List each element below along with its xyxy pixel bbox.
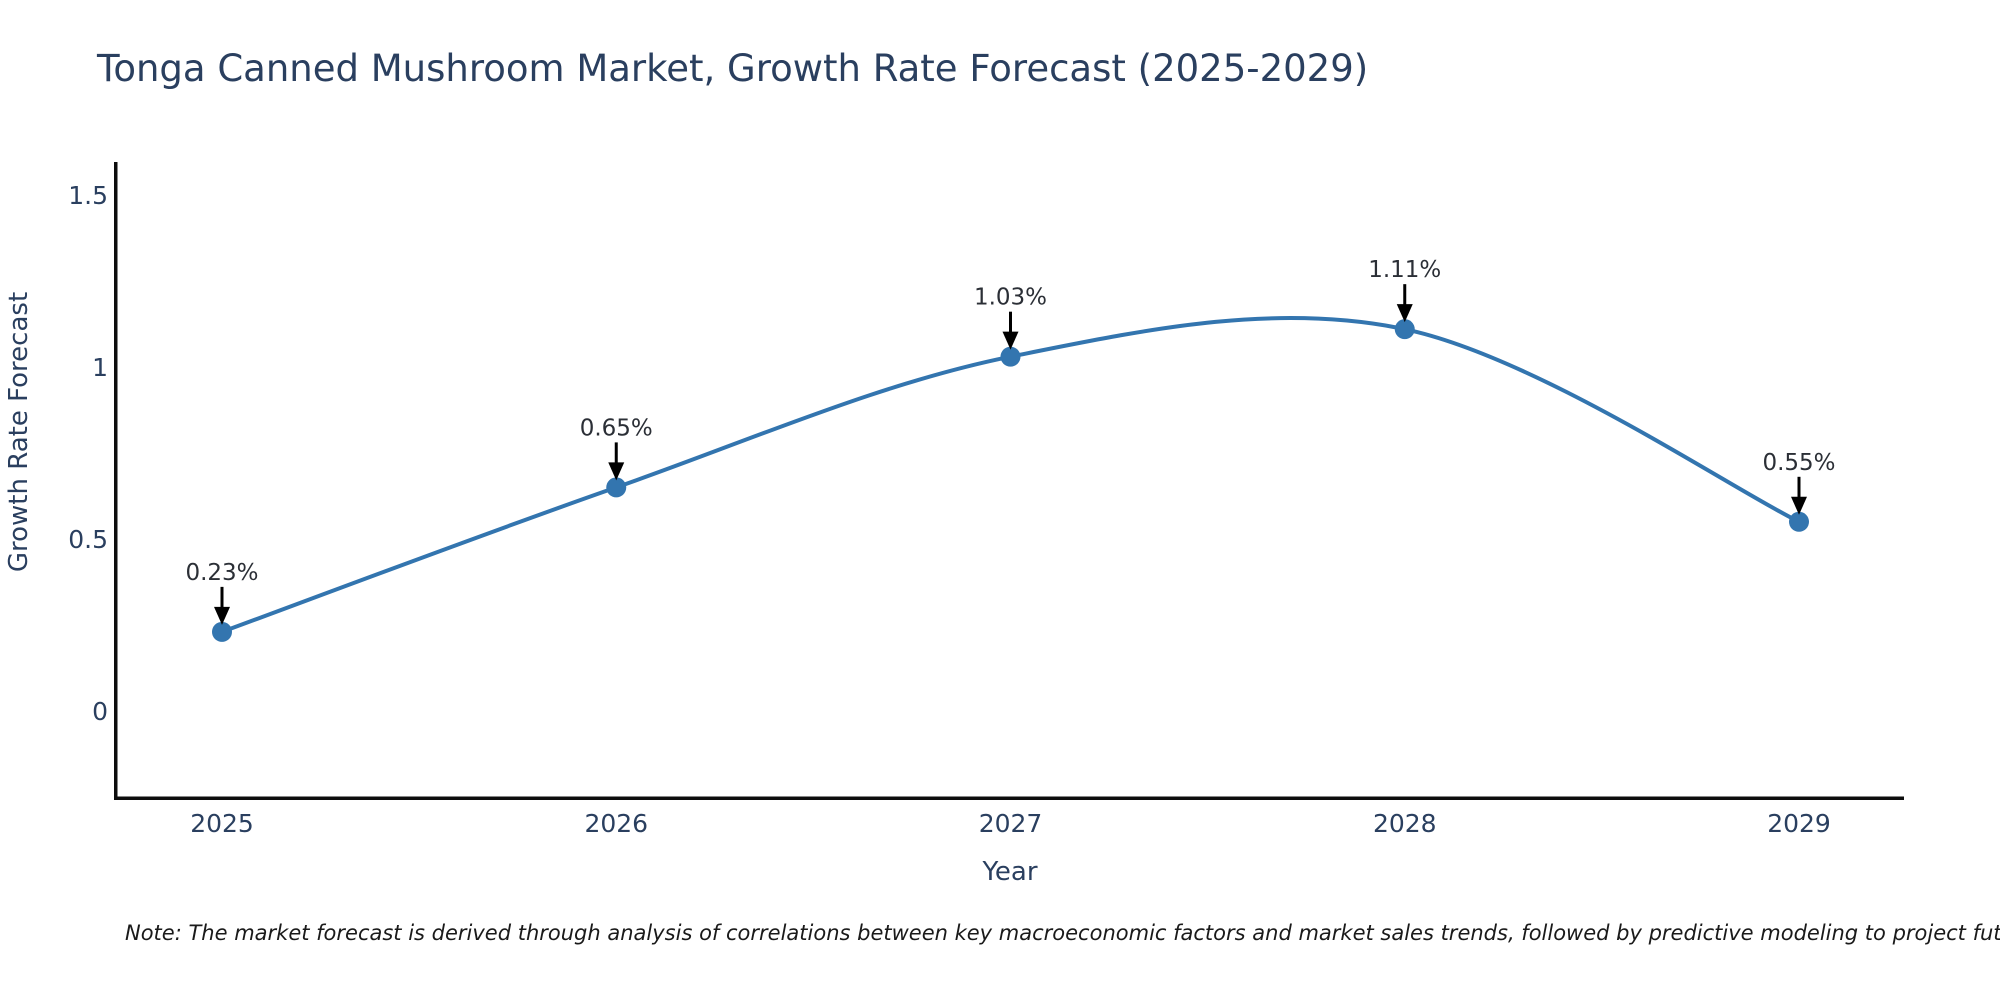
point-value-label: 1.03% [974,285,1047,311]
annotation-arrow-stem [1797,476,1801,498]
x-tick-label: 2026 [584,809,648,838]
x-axis-title: Year [981,857,1037,887]
annotation-arrowhead-icon [1396,304,1413,323]
x-tick-labels: 2025 2026 2027 2028 2029 [190,809,1831,838]
annotation-arrowhead-icon [608,462,625,481]
point-annotation: 1.03% [974,285,1047,350]
point-annotation: 1.11% [1368,257,1441,323]
point-annotation: 0.23% [185,560,259,625]
point-annotations: 0.23% 0.65% 1.03% 1.11% 0.55% [185,257,1836,625]
data-point-marker [1000,346,1021,367]
y-axis-line [114,162,118,800]
point-annotation: 0.65% [580,415,653,481]
x-tick-label: 2027 [979,809,1043,838]
data-point-marker [606,477,627,498]
annotation-arrowhead-icon [214,606,230,625]
x-tick-label: 2029 [1767,809,1831,838]
point-value-label: 1.11% [1368,257,1441,283]
data-point-marker [212,621,232,642]
y-tick-label: 0.5 [68,525,108,554]
annotation-arrow-stem [220,586,224,608]
y-tick-labels: 0 0.5 1 1.5 [68,181,108,726]
data-point-marker [1789,511,1809,532]
x-tick-label: 2028 [1373,809,1437,838]
x-axis-line [114,796,1904,800]
x-tick-label: 2025 [190,809,254,838]
data-point-markers [212,319,1809,642]
point-value-label: 0.65% [580,415,653,441]
annotation-arrow-stem [1403,284,1407,306]
annotation-arrowhead-icon [1002,331,1019,350]
annotation-arrowhead-icon [1791,496,1807,515]
footnote: Note: The market forecast is derived thr… [125,921,2000,945]
point-annotation: 0.55% [1762,450,1836,515]
y-tick-label: 1.5 [68,181,108,210]
point-value-label: 0.55% [1762,450,1835,476]
y-tick-label: 1 [92,353,108,382]
data-point-marker [1394,319,1415,340]
y-axis-title: Growth Rate Forecast [4,292,34,572]
point-value-label: 0.23% [185,560,258,586]
chart-title: Tonga Canned Mushroom Market, Growth Rat… [96,47,1368,90]
annotation-arrow-stem [1009,311,1012,333]
y-tick-label: 0 [92,697,108,726]
annotation-arrow-stem [614,442,618,464]
